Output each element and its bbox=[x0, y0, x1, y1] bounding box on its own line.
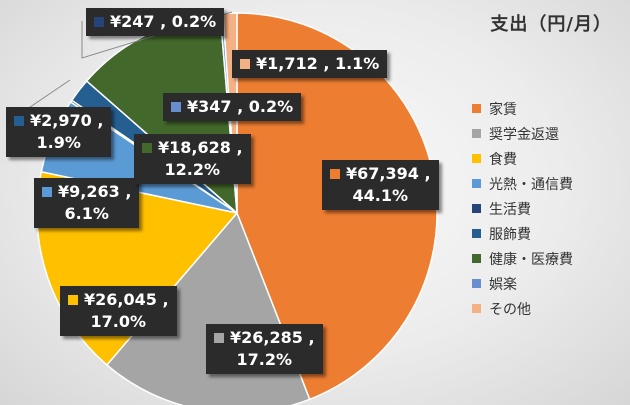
data-label-6: ¥18,628 , 12.2% bbox=[134, 134, 251, 184]
legend-swatch bbox=[472, 229, 481, 238]
label-swatch bbox=[94, 16, 104, 27]
label-percent: 1.9% bbox=[36, 133, 81, 152]
chart-title: 支出（円/月） bbox=[490, 14, 612, 35]
legend-item: 服飾費 bbox=[472, 221, 573, 246]
data-label-8: ¥1,712 , 1.1% bbox=[232, 50, 388, 78]
label-value: ¥18,628 , bbox=[158, 138, 243, 157]
label-percent: 44.1% bbox=[352, 186, 409, 205]
data-label-1: ¥26,285 , 17.2% bbox=[206, 324, 323, 374]
label-percent: 17.2% bbox=[236, 350, 293, 369]
label-value: ¥26,045 , bbox=[84, 290, 169, 309]
legend-swatch bbox=[472, 304, 481, 313]
label-percent: 12.2% bbox=[164, 160, 221, 179]
legend-swatch bbox=[472, 154, 481, 163]
legend-swatch bbox=[472, 129, 481, 138]
legend-item: 家賃 bbox=[472, 96, 573, 121]
legend-item: 奨学金返還 bbox=[472, 121, 573, 146]
label-value: ¥26,285 , bbox=[230, 328, 315, 347]
legend-label: 奨学金返還 bbox=[489, 126, 559, 143]
label-swatch bbox=[68, 294, 78, 305]
legend-item: 生活費 bbox=[472, 196, 573, 221]
data-label-3: ¥9,263 , 6.1% bbox=[34, 178, 140, 228]
data-label-4: ¥247 , 0.2% bbox=[86, 8, 225, 36]
label-swatch bbox=[14, 115, 24, 126]
label-swatch bbox=[42, 186, 52, 197]
label-value: ¥1,712 , 1.1% bbox=[256, 54, 380, 73]
data-label-7: ¥347 , 0.2% bbox=[163, 93, 302, 121]
legend-label: 娯楽 bbox=[489, 276, 517, 293]
label-percent: 6.1% bbox=[64, 204, 109, 223]
legend-item: 娯楽 bbox=[472, 271, 573, 296]
label-value: ¥347 , 0.2% bbox=[187, 97, 294, 116]
legend-label: 光熱・通信費 bbox=[489, 176, 573, 193]
label-swatch bbox=[330, 168, 340, 179]
legend-swatch bbox=[472, 104, 481, 113]
label-value: ¥67,394 , bbox=[346, 164, 431, 183]
legend-swatch bbox=[472, 279, 481, 288]
label-value: ¥9,263 , bbox=[58, 182, 132, 201]
legend-label: 服飾費 bbox=[489, 226, 531, 243]
legend-swatch bbox=[472, 179, 481, 188]
data-label-0: ¥67,394 , 44.1% bbox=[322, 160, 439, 210]
legend-label: 生活費 bbox=[489, 201, 531, 218]
label-swatch bbox=[142, 142, 152, 153]
data-label-5: ¥2,970 , 1.9% bbox=[6, 107, 112, 157]
legend-label: その他 bbox=[489, 301, 531, 318]
label-value: ¥2,970 , bbox=[30, 111, 104, 130]
legend-item: 健康・医療費 bbox=[472, 246, 573, 271]
legend-swatch bbox=[472, 254, 481, 263]
legend-label: 家賃 bbox=[489, 101, 517, 118]
legend: 家賃奨学金返還食費光熱・通信費 生活費服飾費健康・医療費 娯楽その他 bbox=[472, 96, 573, 321]
data-label-2: ¥26,045 , 17.0% bbox=[60, 286, 177, 336]
legend-item: 光熱・通信費 bbox=[472, 171, 573, 196]
label-swatch bbox=[171, 101, 181, 112]
legend-label: 健康・医療費 bbox=[489, 251, 573, 268]
legend-label: 食費 bbox=[489, 151, 517, 168]
legend-item: その他 bbox=[472, 296, 573, 321]
label-value: ¥247 , 0.2% bbox=[110, 12, 217, 31]
label-percent: 17.0% bbox=[90, 312, 147, 331]
label-swatch bbox=[214, 332, 224, 343]
legend-item: 食費 bbox=[472, 146, 573, 171]
label-swatch bbox=[240, 58, 250, 69]
legend-swatch bbox=[472, 204, 481, 213]
